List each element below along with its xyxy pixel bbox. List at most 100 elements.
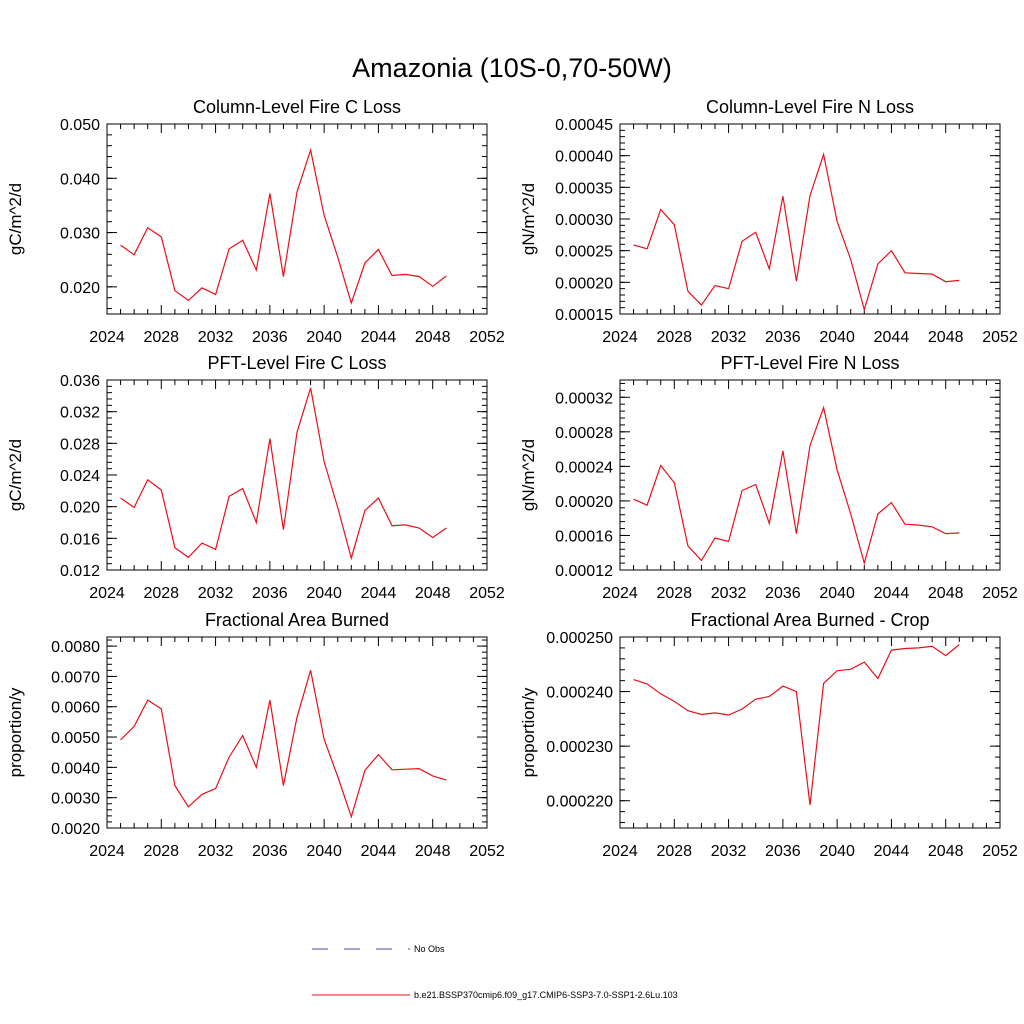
- y-tick-label: 0.020: [60, 500, 100, 517]
- x-tick-label: 2052: [469, 585, 505, 602]
- y-tick-label: 0.0040: [51, 760, 100, 777]
- x-tick-label: 2044: [361, 585, 397, 602]
- y-tick-label: 0.00032: [555, 390, 613, 407]
- panels-group: Column-Level Fire C Loss gC/m^2/d 2024 2028…: [6, 97, 1018, 860]
- y-tick-label: 0.036: [60, 373, 100, 390]
- x-tick-label: 2048: [415, 843, 451, 860]
- x-tick-label: 2032: [711, 585, 747, 602]
- x-tick-label: 2028: [143, 585, 179, 602]
- y-axis-label: proportion/y: [6, 687, 25, 777]
- x-tick-label: 2032: [198, 843, 234, 860]
- x-tick-label: 2032: [711, 329, 747, 346]
- y-axis-label: gN/m^2/d: [519, 439, 538, 511]
- x-tick-label: 2040: [306, 843, 342, 860]
- y-tick-label: 0.00028: [555, 425, 613, 442]
- x-tick-label: 2036: [252, 329, 288, 346]
- figure-title: Amazonia (10S-0,70-50W): [352, 53, 672, 83]
- x-tick-label: 2032: [711, 843, 747, 860]
- y-tick-label: 0.0070: [51, 669, 100, 686]
- y-tick-label: 0.016: [60, 531, 100, 548]
- series-line: [120, 387, 447, 561]
- x-tick-label: 2044: [361, 843, 397, 860]
- series-line: [633, 644, 960, 806]
- x-tick-label: 2052: [982, 329, 1018, 346]
- x-tick-label: 2048: [415, 329, 451, 346]
- x-tick-label: 2028: [143, 843, 179, 860]
- x-tick-label: 2052: [469, 843, 505, 860]
- y-tick-label: 0.00020: [555, 494, 613, 511]
- x-tick-label: 2048: [415, 585, 451, 602]
- x-tick-label: 2044: [361, 329, 397, 346]
- y-tick-label: 0.00015: [555, 307, 613, 324]
- panel-2: Column-Level Fire N Loss gN/m^2/d 2024 2028…: [519, 97, 1018, 346]
- series-line: [633, 152, 960, 312]
- y-tick-label: 0.000250: [546, 630, 613, 647]
- y-tick-label: 0.012: [60, 563, 100, 580]
- x-tick-label: 2024: [89, 843, 125, 860]
- x-tick-label: 2040: [306, 329, 342, 346]
- y-tick-label: 0.028: [60, 436, 100, 453]
- y-tick-label: 0.000230: [546, 739, 613, 756]
- x-tick-label: 2048: [928, 585, 964, 602]
- panel-title: Column-Level Fire N Loss: [706, 97, 914, 117]
- x-tick-label: 2036: [252, 585, 288, 602]
- y-tick-label: 0.00020: [555, 275, 613, 292]
- legend: No Obs b.e21.BSSP370cmip6.f09_g17.CMIP6-…: [312, 944, 678, 1000]
- y-tick-label: 0.032: [60, 405, 100, 422]
- x-tick-label: 2052: [469, 329, 505, 346]
- x-tick-label: 2040: [819, 843, 855, 860]
- panel-title: PFT-Level Fire N Loss: [720, 353, 899, 373]
- x-tick-label: 2036: [765, 843, 801, 860]
- legend-label-no-obs: No Obs: [414, 944, 445, 954]
- y-tick-label: 0.00035: [555, 180, 613, 197]
- x-tick-label: 2032: [198, 585, 234, 602]
- series-line: [120, 147, 447, 306]
- x-tick-label: 2040: [819, 329, 855, 346]
- x-tick-label: 2040: [819, 585, 855, 602]
- x-tick-label: 2048: [928, 329, 964, 346]
- x-tick-label: 2052: [982, 843, 1018, 860]
- y-axis-label: gN/m^2/d: [519, 183, 538, 255]
- y-tick-label: 0.00025: [555, 244, 613, 261]
- x-tick-label: 2036: [252, 843, 288, 860]
- x-tick-label: 2040: [306, 585, 342, 602]
- panel-3: PFT-Level Fire C Loss gC/m^2/d 2024 2028 203…: [6, 353, 505, 602]
- y-tick-label: 0.0030: [51, 791, 100, 808]
- y-tick-label: 0.00016: [555, 528, 613, 545]
- y-tick-label: 0.00024: [555, 459, 613, 476]
- x-tick-label: 2032: [198, 329, 234, 346]
- panel-title: Fractional Area Burned: [205, 610, 389, 630]
- x-tick-label: 2036: [765, 585, 801, 602]
- x-tick-label: 2036: [765, 329, 801, 346]
- x-tick-label: 2028: [143, 329, 179, 346]
- x-tick-label: 2028: [656, 843, 692, 860]
- x-tick-label: 2024: [602, 585, 638, 602]
- panel-4: PFT-Level Fire N Loss gN/m^2/d 2024 2028 203…: [519, 353, 1018, 602]
- y-tick-label: 0.0080: [51, 639, 100, 656]
- y-tick-label: 0.0020: [51, 821, 100, 838]
- y-tick-label: 0.00030: [555, 212, 613, 229]
- y-tick-label: 0.040: [60, 171, 100, 188]
- panel-5: Fractional Area Burned proportion/y 2024 20…: [6, 610, 505, 860]
- x-tick-label: 2044: [874, 585, 910, 602]
- x-tick-label: 2028: [656, 585, 692, 602]
- x-tick-label: 2028: [656, 329, 692, 346]
- y-axis-label: proportion/y: [519, 687, 538, 777]
- y-tick-label: 0.000240: [546, 685, 613, 702]
- series-line: [633, 405, 960, 566]
- series-line: [120, 670, 447, 819]
- x-tick-label: 2024: [602, 329, 638, 346]
- legend-label-model-run: b.e21.BSSP370cmip6.f09_g17.CMIP6-SSP3-7.…: [414, 990, 678, 1000]
- x-tick-label: 2044: [874, 843, 910, 860]
- panel-title: PFT-Level Fire C Loss: [207, 353, 386, 373]
- panel-title: Column-Level Fire C Loss: [193, 97, 401, 117]
- x-tick-label: 2024: [89, 329, 125, 346]
- panel-title: Fractional Area Burned - Crop: [690, 610, 929, 630]
- y-tick-label: 0.0060: [51, 700, 100, 717]
- y-axis-label: gC/m^2/d: [6, 439, 25, 511]
- y-tick-label: 0.0050: [51, 730, 100, 747]
- y-tick-label: 0.024: [60, 468, 100, 485]
- x-tick-label: 2048: [928, 843, 964, 860]
